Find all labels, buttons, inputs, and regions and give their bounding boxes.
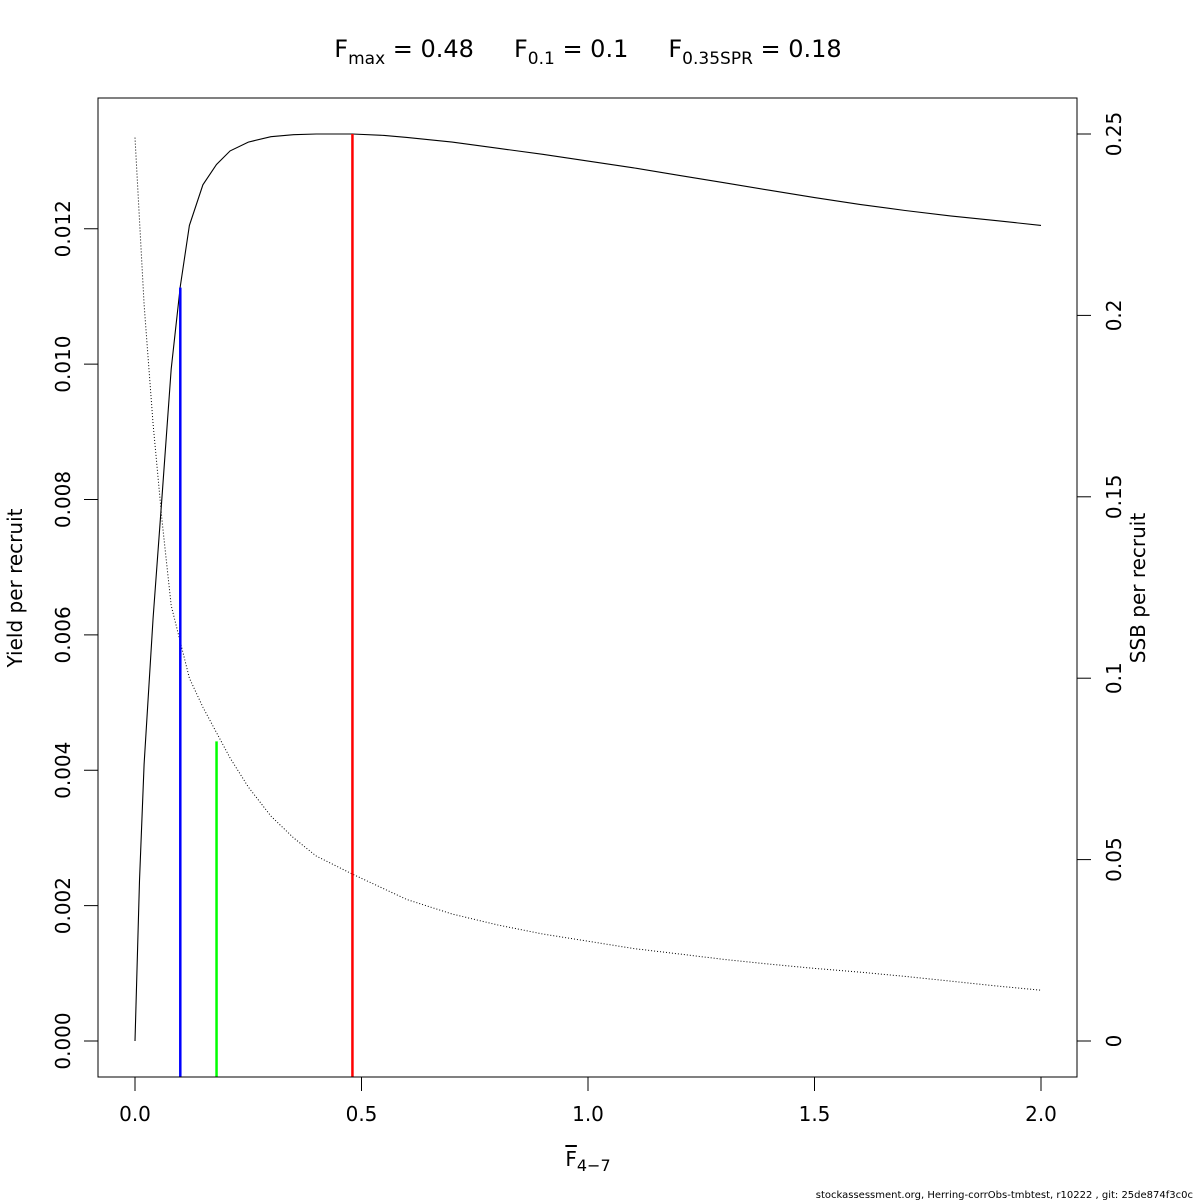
title-subscript: max xyxy=(348,49,385,69)
x-tick-label: 1.5 xyxy=(799,1102,831,1126)
y-right-tick-label: 0.15 xyxy=(1102,475,1126,520)
y-right-tick-label: 0.05 xyxy=(1102,837,1126,882)
x-tick-label: 1.0 xyxy=(572,1102,604,1126)
y-axis-right-title: SSB per recruit xyxy=(1126,513,1150,664)
x-axis-title: F4−7 xyxy=(565,1147,610,1175)
y-left-tick-label: 0.010 xyxy=(51,336,75,393)
y-right-tick-label: 0.2 xyxy=(1102,299,1126,331)
y-left-tick-label: 0.012 xyxy=(51,200,75,257)
title-symbol: F xyxy=(334,35,348,63)
title-subscript: 0.1 xyxy=(528,49,555,69)
y-left-tick-label: 0.008 xyxy=(51,471,75,528)
title-symbol: F xyxy=(514,35,528,63)
chart-title: Fmax = 0.48 F0.1 = 0.1 F0.35SPR = 0.18 xyxy=(334,35,841,69)
y-left-tick-label: 0.006 xyxy=(51,606,75,663)
yield-per-recruit-line xyxy=(134,133,1042,1042)
title-value: = 0.1 xyxy=(555,35,629,63)
footer-credit: stockassessment.org, Herring-corrObs-tmb… xyxy=(816,1190,1193,1200)
y-axis-right: 0 0.05 0.1 0.15 0.2 0.25 xyxy=(1077,112,1126,1048)
y-left-tick-label: 0.000 xyxy=(51,1012,75,1069)
plot-frame xyxy=(97,97,1078,1078)
x-axis: 0.0 0.5 1.0 1.5 2.0 xyxy=(119,1076,1057,1126)
ssb-per-recruit-line xyxy=(134,137,1042,991)
x-axis-title-symbol: F xyxy=(565,1147,577,1171)
y-axis-left-title: Yield per recruit xyxy=(3,508,27,668)
series-layer xyxy=(134,133,1042,1042)
x-tick-label: 2.0 xyxy=(1025,1102,1057,1126)
title-value: = 0.18 xyxy=(753,35,842,63)
x-tick-label: 0.0 xyxy=(119,1102,151,1126)
y-axis-left: 0.000 0.002 0.004 0.006 0.008 0.010 0.012 xyxy=(51,200,98,1070)
y-left-tick-label: 0.002 xyxy=(51,877,75,934)
y-right-tick-label: 0.1 xyxy=(1102,662,1126,694)
reference-lines xyxy=(179,134,354,1077)
y-left-tick-label: 0.004 xyxy=(51,742,75,799)
y-right-tick-label: 0 xyxy=(1102,1035,1126,1048)
title-value: = 0.48 xyxy=(385,35,474,63)
title-subscript: 0.35SPR xyxy=(682,49,753,69)
x-tick-label: 0.5 xyxy=(346,1102,378,1126)
x-axis-title-subscript: 4−7 xyxy=(577,1156,611,1175)
y-right-tick-label: 0.25 xyxy=(1102,112,1126,157)
title-symbol: F xyxy=(668,35,682,63)
